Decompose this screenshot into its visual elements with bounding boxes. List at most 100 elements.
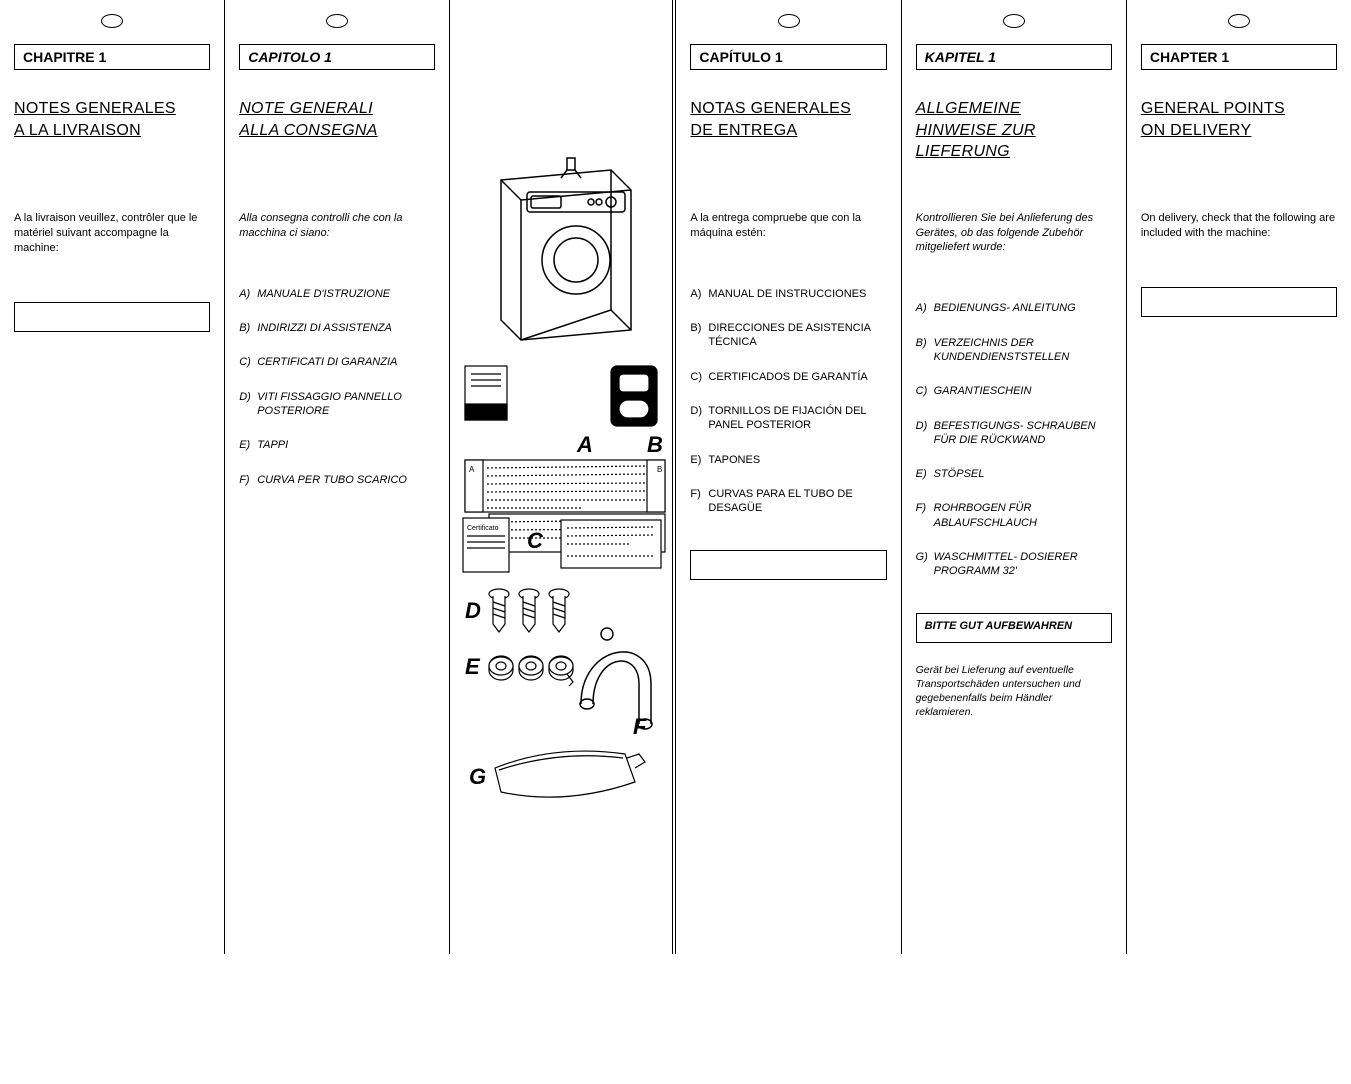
heading-line: A LA LIVRAISON bbox=[14, 120, 210, 142]
heading-line: HINWEISE ZUR bbox=[916, 120, 1112, 142]
svg-text:B: B bbox=[647, 432, 663, 457]
item-label: B) bbox=[916, 336, 934, 365]
list-item: B)VERZEICHNIS DER KUNDENDIENSTSTELLEN bbox=[916, 336, 1112, 365]
chapter-label: CHAPTER 1 bbox=[1150, 49, 1229, 65]
item-label: B) bbox=[239, 321, 257, 335]
column-fr: CHAPITRE 1 NOTES GENERALES A LA LIVRAISO… bbox=[0, 0, 225, 954]
heading-line: NOTAS GENERALES bbox=[690, 98, 886, 120]
item-text: TAPPI bbox=[257, 438, 435, 452]
heading-fr: NOTES GENERALES A LA LIVRAISON bbox=[14, 98, 210, 141]
item-label: F) bbox=[690, 487, 708, 516]
item-text: BEFESTIGUNGS- SCHRAUBEN FÜR DIE RÜCKWAND bbox=[934, 419, 1112, 448]
item-text: CERTIFICADOS DE GARANTÍA bbox=[708, 370, 886, 384]
list-item: C)GARANTIESCHEIN bbox=[916, 384, 1112, 398]
list-item: C)CERTIFICATI DI GARANZIA bbox=[239, 355, 435, 369]
item-text: VERZEICHNIS DER KUNDENDIENSTSTELLEN bbox=[934, 336, 1112, 365]
heading-line: ON DELIVERY bbox=[1141, 120, 1337, 142]
svg-text:Certificato: Certificato bbox=[467, 525, 499, 532]
intro-it: Alla consegna controlli che con la macch… bbox=[239, 211, 435, 241]
chapter-box-es: CAPÍTULO 1 bbox=[690, 44, 886, 70]
intro-es: A la entrega compruebe que con la máquin… bbox=[690, 211, 886, 241]
chapter-box-it: CAPITOLO 1 bbox=[239, 44, 435, 70]
item-label: E) bbox=[239, 438, 257, 452]
illustration-wrap: A B A B bbox=[458, 150, 664, 1084]
heading-it: NOTE GENERALI ALLA CONSEGNA bbox=[239, 98, 435, 141]
item-label: A) bbox=[690, 287, 708, 301]
keep-box-text: BITTE GUT AUFBEWAHREN bbox=[925, 620, 1072, 632]
item-list-de: A)BEDIENUNGS- ANLEITUNG B)VERZEICHNIS DE… bbox=[916, 301, 1112, 578]
chapter-box-de: KAPITEL 1 bbox=[916, 44, 1112, 70]
binder-tab-fr bbox=[101, 14, 123, 28]
heading-line: NOTES GENERALES bbox=[14, 98, 210, 120]
svg-text:A: A bbox=[576, 432, 593, 457]
item-label: D) bbox=[690, 404, 708, 433]
binder-tab-es bbox=[778, 14, 800, 28]
list-item: A)BEDIENUNGS- ANLEITUNG bbox=[916, 301, 1112, 315]
list-item: B)DIRECCIONES DE ASISTENCIA TÉCNICA bbox=[690, 321, 886, 350]
item-text: TAPONES bbox=[708, 453, 886, 467]
intro-fr: A la livraison veuillez, contrôler que l… bbox=[14, 211, 210, 256]
item-label: F) bbox=[239, 473, 257, 487]
item-label: C) bbox=[916, 384, 934, 398]
list-item: F)CURVAS PARA EL TUBO DE DESAGÜE bbox=[690, 487, 886, 516]
keep-box-en bbox=[1141, 287, 1337, 317]
footnote-de: Gerät bei Lieferung auf eventuelle Trans… bbox=[916, 663, 1112, 720]
item-label: E) bbox=[690, 453, 708, 467]
keep-box-de: BITTE GUT AUFBEWAHREN bbox=[916, 613, 1112, 643]
item-label: E) bbox=[916, 467, 934, 481]
item-text: WASCHMITTEL- DOSIERER PROGRAMM 32' bbox=[934, 550, 1112, 579]
item-text: CERTIFICATI DI GARANZIA bbox=[257, 355, 435, 369]
heading-line: ALLGEMEINE bbox=[916, 98, 1112, 120]
binder-tab-it bbox=[326, 14, 348, 28]
item-text: GARANTIESCHEIN bbox=[934, 384, 1112, 398]
list-item: F)CURVA PER TUBO SCARICO bbox=[239, 473, 435, 487]
heading-line: GENERAL POINTS bbox=[1141, 98, 1337, 120]
list-item: E)STÖPSEL bbox=[916, 467, 1112, 481]
keep-box-fr bbox=[14, 302, 210, 332]
item-text: ROHRBOGEN FÜR ABLAUFSCHLAUCH bbox=[934, 501, 1112, 530]
heading-line: LIEFERUNG bbox=[916, 141, 1112, 163]
item-list-it: A)MANUALE D'ISTRUZIONE B)INDIRIZZI DI AS… bbox=[239, 287, 435, 487]
item-label: G) bbox=[916, 550, 934, 579]
column-es: CAPÍTULO 1 NOTAS GENERALES DE ENTREGA A … bbox=[676, 0, 901, 954]
keep-box-es bbox=[690, 550, 886, 580]
list-item: E)TAPPI bbox=[239, 438, 435, 452]
page: CHAPITRE 1 NOTES GENERALES A LA LIVRAISO… bbox=[0, 0, 1351, 954]
chapter-label: CAPÍTULO 1 bbox=[699, 49, 782, 65]
chapter-label: KAPITEL 1 bbox=[925, 49, 996, 65]
item-label: F) bbox=[916, 501, 934, 530]
item-text: MANUALE D'ISTRUZIONE bbox=[257, 287, 435, 301]
item-text: BEDIENUNGS- ANLEITUNG bbox=[934, 301, 1112, 315]
item-text: DIRECCIONES DE ASISTENCIA TÉCNICA bbox=[708, 321, 886, 350]
documents-area: A B A B bbox=[461, 364, 661, 864]
binder-tab-en bbox=[1228, 14, 1250, 28]
item-text: MANUAL DE INSTRUCCIONES bbox=[708, 287, 886, 301]
list-item: A)MANUALE D'ISTRUZIONE bbox=[239, 287, 435, 301]
item-text: VITI FISSAGGIO PANNELLO POSTERIORE bbox=[257, 390, 435, 419]
item-label: D) bbox=[239, 390, 257, 419]
column-illustration: A B A B bbox=[450, 0, 676, 954]
item-label: D) bbox=[916, 419, 934, 448]
column-en: CHAPTER 1 GENERAL POINTS ON DELIVERY On … bbox=[1127, 0, 1351, 954]
binder-tab-de bbox=[1003, 14, 1025, 28]
svg-text:E: E bbox=[465, 654, 481, 679]
heading-line: DE ENTREGA bbox=[690, 120, 886, 142]
item-label: B) bbox=[690, 321, 708, 350]
item-text: TORNILLOS DE FIJACIÓN DEL PANEL POSTERIO… bbox=[708, 404, 886, 433]
intro-de: Kontrollieren Sie bei Anlieferung des Ge… bbox=[916, 211, 1112, 256]
heading-en: GENERAL POINTS ON DELIVERY bbox=[1141, 98, 1337, 141]
chapter-label: CHAPITRE 1 bbox=[23, 49, 106, 65]
list-item: E)TAPONES bbox=[690, 453, 886, 467]
list-item: B)INDIRIZZI DI ASSISTENZA bbox=[239, 321, 435, 335]
item-text: STÖPSEL bbox=[934, 467, 1112, 481]
item-text: INDIRIZZI DI ASSISTENZA bbox=[257, 321, 435, 335]
items-illustration: A B A B bbox=[461, 364, 671, 864]
heading-line: NOTE GENERALI bbox=[239, 98, 435, 120]
chapter-box-fr: CHAPITRE 1 bbox=[14, 44, 210, 70]
washing-machine-icon bbox=[481, 150, 641, 350]
svg-text:F: F bbox=[633, 714, 647, 739]
svg-text:B: B bbox=[657, 465, 662, 474]
item-label: C) bbox=[239, 355, 257, 369]
heading-line: ALLA CONSEGNA bbox=[239, 120, 435, 142]
item-text: CURVAS PARA EL TUBO DE DESAGÜE bbox=[708, 487, 886, 516]
